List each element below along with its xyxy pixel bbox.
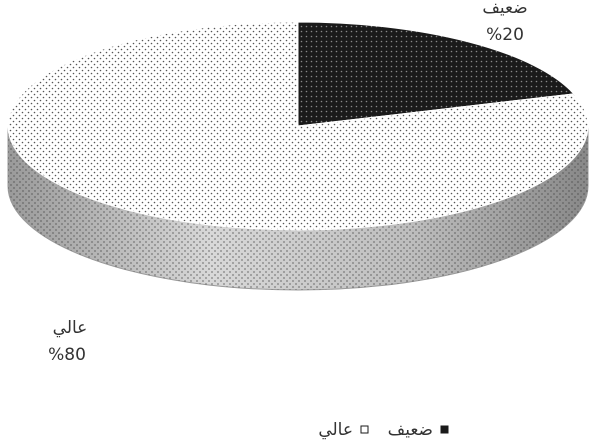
data-label-value: %80: [48, 345, 86, 365]
pie-side-texture: [8, 126, 588, 290]
legend-label: عالي: [318, 420, 353, 440]
data-label-name: ضعيف: [482, 0, 527, 18]
data-label-name: عالي: [53, 318, 88, 338]
legend-marker: [360, 425, 369, 434]
pie-slice: [7, 21, 589, 231]
data-label-value: %20: [486, 25, 524, 45]
legend-label: ضعيف: [388, 420, 433, 440]
legend-marker: [440, 425, 449, 434]
pie-slice: [297, 21, 575, 127]
